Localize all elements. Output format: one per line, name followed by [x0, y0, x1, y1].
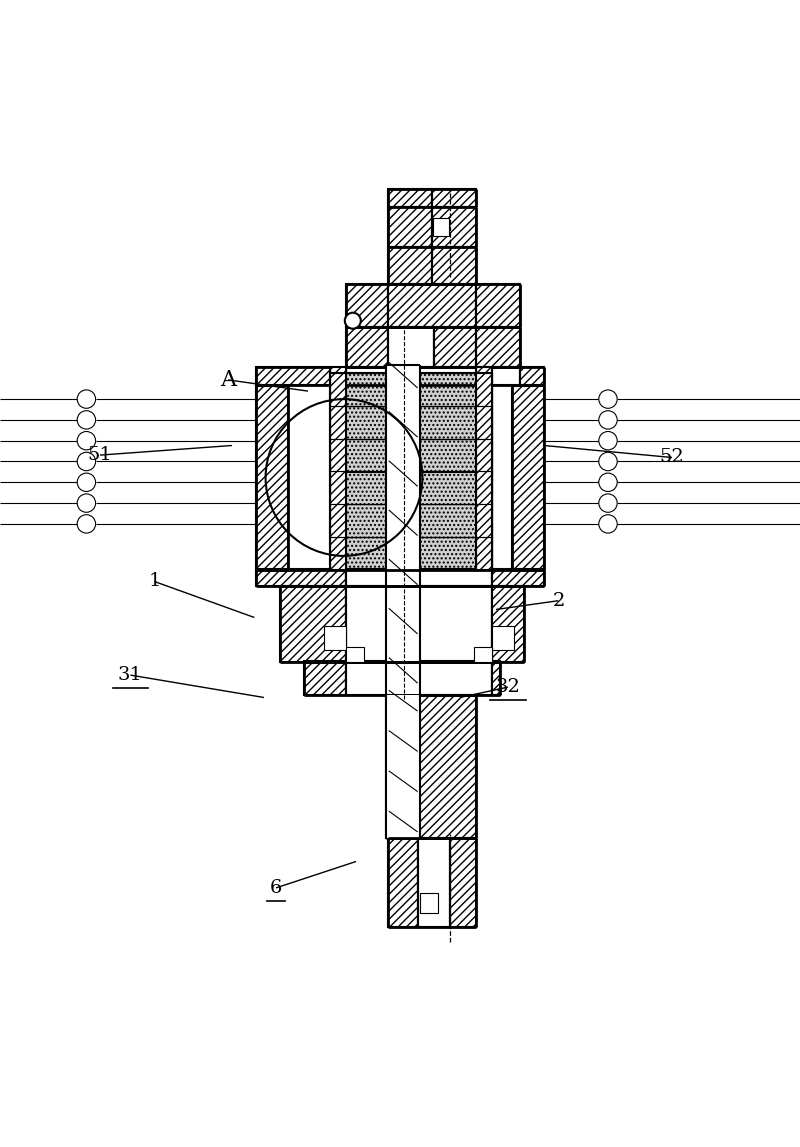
Bar	[346, 586, 492, 662]
Bar	[330, 439, 386, 471]
Bar	[280, 586, 346, 662]
Circle shape	[77, 431, 96, 450]
Bar	[346, 662, 492, 695]
Bar	[330, 367, 346, 570]
Bar	[304, 662, 346, 695]
Bar	[420, 439, 492, 471]
Bar	[346, 570, 492, 586]
Bar	[386, 695, 420, 837]
Circle shape	[77, 390, 96, 408]
Bar	[420, 374, 492, 406]
Bar	[432, 247, 476, 284]
Bar	[420, 471, 492, 505]
Bar	[420, 406, 492, 439]
Bar	[324, 625, 346, 649]
Bar	[420, 537, 492, 570]
Bar	[330, 505, 386, 537]
Bar	[492, 625, 514, 649]
Bar	[330, 374, 386, 406]
Circle shape	[598, 452, 618, 470]
Text: 2: 2	[552, 592, 565, 610]
Circle shape	[598, 411, 618, 429]
Bar	[330, 537, 386, 570]
Bar	[420, 892, 438, 913]
Bar	[388, 327, 434, 367]
Bar	[474, 647, 492, 662]
Bar	[388, 247, 432, 284]
Text: 6: 6	[270, 879, 282, 897]
Text: 51: 51	[88, 446, 112, 465]
Bar	[388, 284, 476, 327]
Bar	[330, 406, 386, 439]
Bar	[418, 837, 450, 927]
Text: 1: 1	[148, 572, 161, 591]
Circle shape	[77, 452, 96, 470]
Bar	[386, 695, 418, 837]
Bar	[418, 695, 476, 837]
Bar	[476, 284, 520, 327]
Bar	[434, 327, 476, 367]
Bar	[492, 662, 500, 695]
Circle shape	[77, 494, 96, 513]
Bar	[388, 189, 432, 208]
Circle shape	[598, 431, 618, 450]
Circle shape	[77, 515, 96, 533]
Bar	[492, 586, 524, 662]
Circle shape	[598, 473, 618, 492]
Bar	[512, 385, 544, 570]
Bar	[386, 366, 420, 695]
Bar	[346, 284, 388, 327]
Bar	[520, 367, 544, 385]
Bar	[256, 385, 288, 570]
Bar	[476, 367, 492, 570]
Bar	[256, 367, 346, 385]
Bar	[330, 471, 386, 505]
Bar	[492, 570, 544, 586]
Bar	[346, 647, 364, 662]
Circle shape	[77, 411, 96, 429]
Bar	[346, 367, 520, 385]
Bar	[346, 327, 388, 367]
Bar	[388, 208, 432, 247]
Text: A: A	[220, 369, 236, 391]
Circle shape	[598, 494, 618, 513]
Text: 31: 31	[118, 666, 143, 684]
Bar	[420, 505, 492, 537]
Bar	[476, 327, 520, 367]
Bar	[433, 218, 449, 236]
Circle shape	[77, 473, 96, 492]
Bar	[432, 189, 476, 208]
Bar	[450, 837, 476, 927]
Bar	[432, 208, 476, 247]
Bar	[256, 570, 346, 586]
Bar	[388, 837, 418, 927]
Text: 52: 52	[660, 448, 684, 467]
Text: 32: 32	[495, 678, 521, 696]
Circle shape	[345, 313, 361, 329]
Circle shape	[598, 390, 618, 408]
Circle shape	[598, 515, 618, 533]
